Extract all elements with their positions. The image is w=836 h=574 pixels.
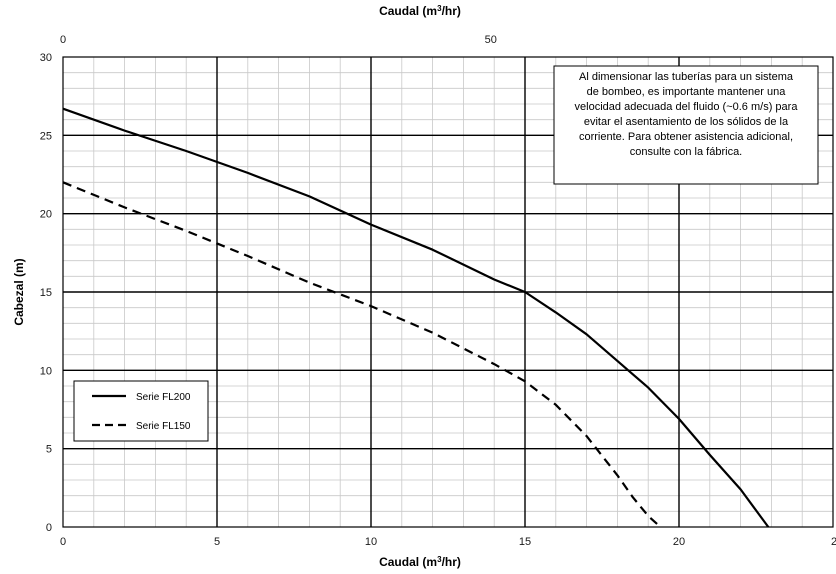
bottom-tick-label: 25 bbox=[831, 536, 836, 548]
note-line: corriente. Para obtener asistencia adici… bbox=[579, 131, 793, 143]
top-tick-label: 0 bbox=[60, 34, 66, 46]
note-line: velocidad adecuada del fluido (~0.6 m/s)… bbox=[575, 101, 799, 113]
y-axis-title: Cabezal (m) bbox=[12, 258, 26, 325]
note-box bbox=[553, 65, 819, 185]
legend: Serie FL200 Serie FL150 bbox=[73, 380, 209, 442]
note-text: Al dimensionar las tuberías para un sist… bbox=[575, 71, 799, 158]
bottom-tick-label: 0 bbox=[60, 536, 66, 548]
y-tick-label: 0 bbox=[46, 522, 52, 534]
bottom-tick-label: 20 bbox=[673, 536, 685, 548]
y-tick-label: 30 bbox=[40, 52, 52, 64]
y-tick-label: 5 bbox=[46, 444, 52, 456]
top-tick-label: 50 bbox=[485, 34, 497, 46]
bottom-axis-ticks: 0 5 10 15 20 25 bbox=[60, 536, 836, 548]
top-axis-ticks: 0 50 bbox=[60, 34, 497, 46]
note-line: de bombeo, es importante mantener una bbox=[587, 86, 787, 98]
note-line: Al dimensionar las tuberías para un sist… bbox=[579, 71, 794, 83]
note-line: consulte con la fábrica. bbox=[630, 146, 743, 158]
y-axis-ticks: 0 5 10 15 20 25 30 bbox=[40, 52, 52, 534]
top-axis-title: Caudal (m3/hr) bbox=[379, 4, 461, 18]
annotation-note: Al dimensionar las tuberías para un sist… bbox=[553, 65, 819, 185]
series-layer bbox=[62, 107, 770, 528]
bottom-tick-label: 5 bbox=[214, 536, 220, 548]
plot-frame bbox=[62, 56, 834, 528]
bottom-axis-title: Caudal (m3/hr) bbox=[379, 555, 461, 569]
series-line-fl150 bbox=[62, 181, 662, 528]
y-tick-label: 15 bbox=[40, 287, 52, 299]
y-tick-label: 25 bbox=[40, 130, 52, 142]
series-line-fl200 bbox=[62, 107, 770, 528]
bottom-tick-label: 15 bbox=[519, 536, 531, 548]
legend-box bbox=[73, 380, 209, 442]
y-tick-label: 10 bbox=[40, 365, 52, 377]
legend-label-fl200: Serie FL200 bbox=[136, 392, 191, 403]
note-line: evitar el asentamiento de los sólidos de… bbox=[584, 116, 789, 128]
legend-label-fl150: Serie FL150 bbox=[136, 421, 191, 432]
bottom-tick-label: 10 bbox=[365, 536, 377, 548]
y-tick-label: 20 bbox=[40, 209, 52, 221]
